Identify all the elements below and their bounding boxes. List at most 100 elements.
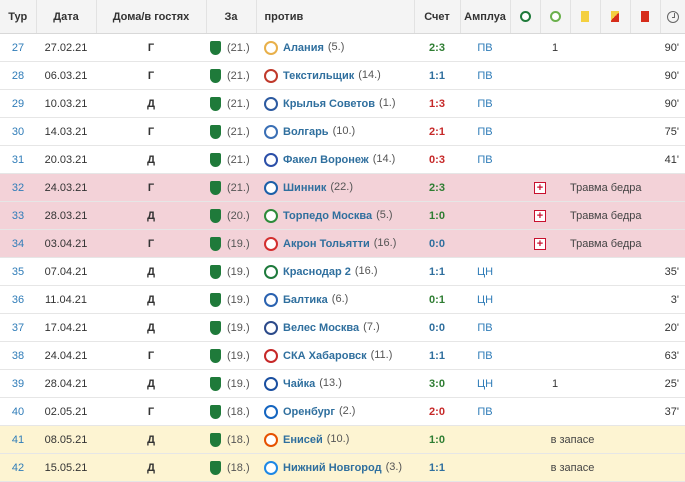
header-score[interactable]: Счет bbox=[414, 0, 461, 34]
match-score-link[interactable]: 0:3 bbox=[414, 145, 460, 174]
round-link[interactable]: 27 bbox=[0, 33, 36, 62]
opponent-logo-icon[interactable] bbox=[264, 152, 278, 167]
own-team-logo-icon[interactable] bbox=[210, 460, 221, 475]
round-link[interactable]: 34 bbox=[0, 229, 36, 258]
opponent-link[interactable]: Факел Воронеж bbox=[283, 153, 369, 166]
round-link[interactable]: 33 bbox=[0, 201, 36, 230]
opponent-link[interactable]: Чайка bbox=[283, 377, 316, 390]
header-for[interactable]: За bbox=[206, 0, 257, 34]
opponent-logo-icon[interactable] bbox=[264, 348, 278, 363]
opponent-logo-icon[interactable] bbox=[264, 124, 278, 139]
match-score-link[interactable]: 1:0 bbox=[414, 425, 460, 454]
header-goals[interactable] bbox=[510, 0, 541, 34]
player-position: ЦН bbox=[460, 369, 510, 398]
opponent-logo-icon[interactable] bbox=[264, 292, 278, 307]
match-score-link[interactable]: 2:1 bbox=[414, 117, 460, 146]
match-score-link[interactable]: 1:0 bbox=[414, 201, 460, 230]
own-team-logo-icon[interactable] bbox=[210, 236, 221, 251]
match-score-link[interactable]: 1:3 bbox=[414, 89, 460, 118]
header-date[interactable]: Дата bbox=[36, 0, 97, 34]
round-link[interactable]: 35 bbox=[0, 257, 36, 286]
own-team-logo-icon[interactable] bbox=[210, 124, 221, 139]
opponent-link[interactable]: Акрон Тольятти bbox=[283, 237, 370, 250]
own-team-logo-icon[interactable] bbox=[210, 348, 221, 363]
opponent-link[interactable]: Нижний Новгород bbox=[283, 461, 382, 474]
opponent-logo-icon[interactable] bbox=[264, 236, 278, 251]
round-link[interactable]: 40 bbox=[0, 397, 36, 426]
opponent-logo-icon[interactable] bbox=[264, 40, 278, 55]
round-link[interactable]: 36 bbox=[0, 285, 36, 314]
opponent-link[interactable]: Балтика bbox=[283, 293, 328, 306]
match-score-link[interactable]: 0:0 bbox=[414, 313, 460, 342]
opponent-link[interactable]: Велес Москва bbox=[283, 321, 360, 334]
own-team-logo-icon[interactable] bbox=[210, 40, 221, 55]
opponent-link[interactable]: Крылья Советов bbox=[283, 97, 376, 110]
header-round[interactable]: Тур bbox=[0, 0, 37, 34]
round-link[interactable]: 32 bbox=[0, 173, 36, 202]
match-score-link[interactable]: 2:3 bbox=[414, 33, 460, 62]
own-team-logo-icon[interactable] bbox=[210, 376, 221, 391]
match-date: 10.03.21 bbox=[36, 89, 96, 118]
own-team-logo-icon[interactable] bbox=[210, 292, 221, 307]
own-team-logo-icon[interactable] bbox=[210, 264, 221, 279]
opponent-logo-icon[interactable] bbox=[264, 376, 278, 391]
round-link[interactable]: 31 bbox=[0, 145, 36, 174]
opponent-logo-icon[interactable] bbox=[264, 460, 278, 475]
own-team-logo-icon[interactable] bbox=[210, 432, 221, 447]
match-score-link[interactable]: 0:0 bbox=[414, 229, 460, 258]
match-score-link[interactable]: 1:1 bbox=[414, 453, 460, 482]
opponent-link[interactable]: Оренбург bbox=[283, 405, 335, 418]
match-score-link[interactable]: 0:1 bbox=[414, 285, 460, 314]
opponent-logo-icon[interactable] bbox=[264, 320, 278, 335]
round-link[interactable]: 39 bbox=[0, 369, 36, 398]
own-team-logo-icon[interactable] bbox=[210, 96, 221, 111]
header-against[interactable]: против bbox=[256, 0, 415, 34]
goals-count bbox=[510, 313, 540, 342]
header-red[interactable] bbox=[630, 0, 661, 34]
own-team-logo-icon[interactable] bbox=[210, 152, 221, 167]
match-score-link[interactable]: 1:1 bbox=[414, 257, 460, 286]
match-score-link[interactable]: 3:0 bbox=[414, 369, 460, 398]
own-team-logo-icon[interactable] bbox=[210, 404, 221, 419]
match-score-link[interactable]: 1:1 bbox=[414, 341, 460, 370]
opponent-logo-icon[interactable] bbox=[264, 404, 278, 419]
opponent-logo-icon[interactable] bbox=[264, 96, 278, 111]
header-yellow[interactable] bbox=[570, 0, 601, 34]
match-score-link[interactable]: 1:1 bbox=[414, 61, 460, 90]
opponent-link[interactable]: Торпедо Москва bbox=[283, 209, 373, 222]
header-minutes[interactable] bbox=[660, 0, 685, 34]
opponent-cell: Чайка (13.) bbox=[256, 369, 414, 398]
own-team-logo-icon[interactable] bbox=[210, 208, 221, 223]
own-team-logo-icon[interactable] bbox=[210, 320, 221, 335]
header-assists[interactable] bbox=[540, 0, 571, 34]
opponent-logo-icon[interactable] bbox=[264, 208, 278, 223]
goals-count bbox=[510, 61, 540, 90]
opponent-link[interactable]: СКА Хабаровск bbox=[283, 349, 367, 362]
opponent-link[interactable]: Шинник bbox=[283, 181, 327, 194]
own-team-logo-icon[interactable] bbox=[210, 68, 221, 83]
header-second-yellow[interactable] bbox=[600, 0, 631, 34]
round-link[interactable]: 38 bbox=[0, 341, 36, 370]
opponent-position: (5.) bbox=[376, 209, 393, 222]
opponent-logo-icon[interactable] bbox=[264, 68, 278, 83]
opponent-link[interactable]: Краснодар 2 bbox=[283, 265, 351, 278]
match-score-link[interactable]: 2:3 bbox=[414, 173, 460, 202]
opponent-link[interactable]: Алания bbox=[283, 41, 324, 54]
opponent-link[interactable]: Енисей bbox=[283, 433, 323, 446]
opponent-link[interactable]: Волгарь bbox=[283, 125, 329, 138]
header-home-away[interactable]: Дома/в гостях bbox=[96, 0, 207, 34]
opponent-logo-icon[interactable] bbox=[264, 264, 278, 279]
opponent-logo-icon[interactable] bbox=[264, 180, 278, 195]
round-link[interactable]: 42 bbox=[0, 453, 36, 482]
round-link[interactable]: 29 bbox=[0, 89, 36, 118]
match-score-link[interactable]: 2:0 bbox=[414, 397, 460, 426]
own-team-logo-icon[interactable] bbox=[210, 180, 221, 195]
round-link[interactable]: 37 bbox=[0, 313, 36, 342]
round-link[interactable]: 41 bbox=[0, 425, 36, 454]
round-link[interactable]: 28 bbox=[0, 61, 36, 90]
round-link[interactable]: 30 bbox=[0, 117, 36, 146]
opponent-logo-icon[interactable] bbox=[264, 432, 278, 447]
header-position[interactable]: Амплуа bbox=[460, 0, 511, 34]
opponent-link[interactable]: Текстильщик bbox=[283, 69, 355, 82]
assists-icon bbox=[549, 11, 561, 23]
